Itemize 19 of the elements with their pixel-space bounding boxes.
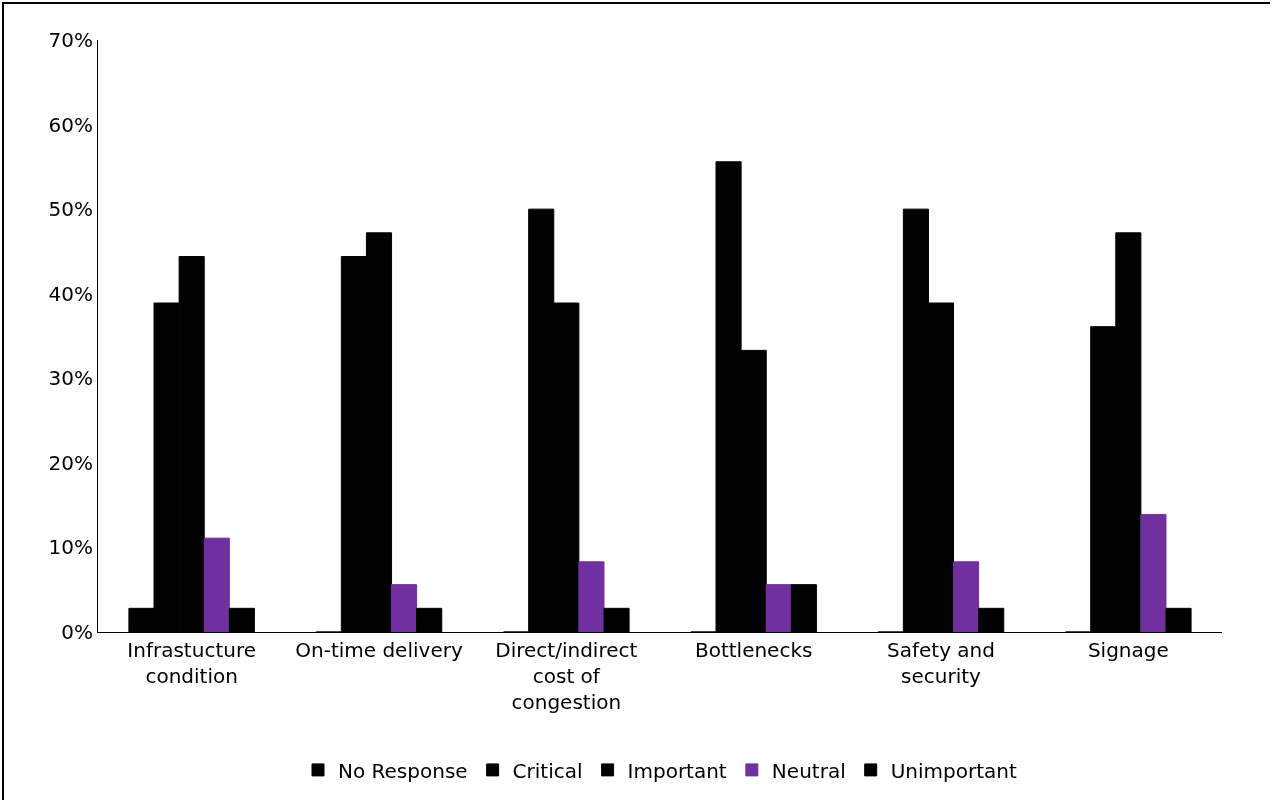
legend-label: Critical — [512, 758, 583, 783]
y-tick-label: 50% — [48, 197, 93, 222]
x-tick-label: On-time delivery — [295, 638, 463, 662]
x-tick-label: Safety and security — [887, 638, 995, 688]
y-tick-label: 20% — [48, 450, 93, 475]
x-tick-label: Bottlenecks — [694, 638, 813, 662]
x-tick-label: Infrastucture condition — [127, 638, 256, 688]
x-tick-label: Signage — [1087, 638, 1169, 662]
y-tick-label: 10% — [48, 535, 93, 560]
legend-label: Unimportant — [890, 758, 1017, 783]
y-tick-label: 70% — [48, 28, 93, 52]
legend-label: No Response — [338, 758, 468, 783]
y-tick-label: 30% — [48, 366, 93, 391]
y-tick-label: 40% — [48, 281, 93, 306]
y-tick-label: 0% — [61, 620, 93, 644]
y-tick-label: 60% — [48, 112, 93, 137]
legend-label: Neutral — [771, 758, 846, 783]
legend-label: Important — [627, 758, 727, 783]
x-tick-label: Direct/indirect cost of congestion — [495, 638, 638, 714]
